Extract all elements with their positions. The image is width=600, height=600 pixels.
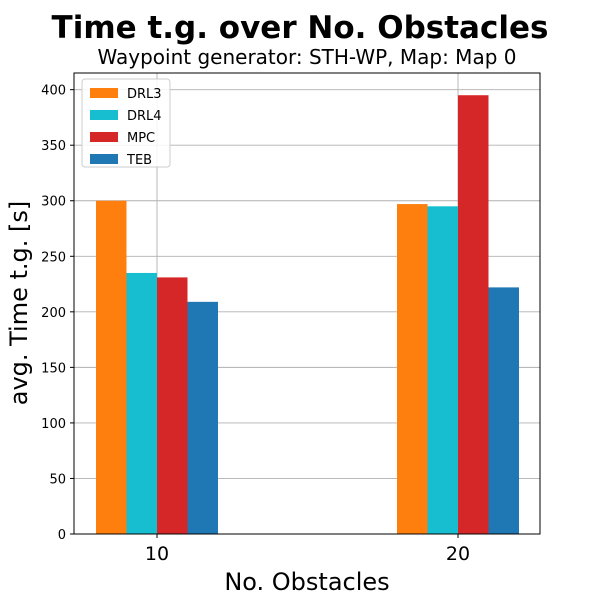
x-tick-label: 10 [145,543,169,565]
x-axis-label: No. Obstacles [224,568,389,596]
bar-teb-20 [488,287,519,534]
legend-swatch-teb [90,154,118,164]
plot-frame [73,72,541,535]
y-tick-label: 0 [58,528,66,543]
bar-mpc-10 [157,277,188,534]
bar-mpc-20 [458,95,489,535]
axes: 0 50 100 150 200 250 300 350 400 10 20 [41,72,541,565]
y-axis-label: avg. Time t.g. [s] [5,201,33,406]
legend-swatch-drl3 [90,88,118,98]
y-tick-label: 200 [41,306,66,321]
bar-drl3-10 [96,200,127,534]
bar-drl3-20 [397,204,428,534]
bar-teb-10 [187,301,218,534]
chart-title: Time t.g. over No. Obstacles [52,10,549,46]
y-tick-label: 350 [41,139,66,154]
y-tick-label: 250 [41,250,66,265]
legend-label-drl4: DRL4 [127,109,162,124]
legend-swatch-drl4 [90,110,118,120]
legend-label-teb: TEB [126,153,152,168]
chart-subtitle: Waypoint generator: STH-WP, Map: Map 0 [98,45,517,69]
legend-swatch-mpc [90,132,118,142]
legend-label-mpc: MPC [127,131,155,146]
bar-drl4-20 [427,206,458,534]
x-tick-label: 20 [446,543,470,565]
legend-box [81,78,171,168]
bars [96,95,519,535]
y-tick-label: 50 [49,472,66,487]
y-tick-label: 150 [41,361,66,376]
y-tick-label: 400 [41,84,66,99]
bar-drl4-10 [126,272,157,534]
legend: DRL3 DRL4 MPC TEB [81,78,171,168]
y-tick-label: 100 [41,417,66,432]
y-tick-label: 300 [41,195,66,210]
legend-label-drl3: DRL3 [127,87,162,102]
